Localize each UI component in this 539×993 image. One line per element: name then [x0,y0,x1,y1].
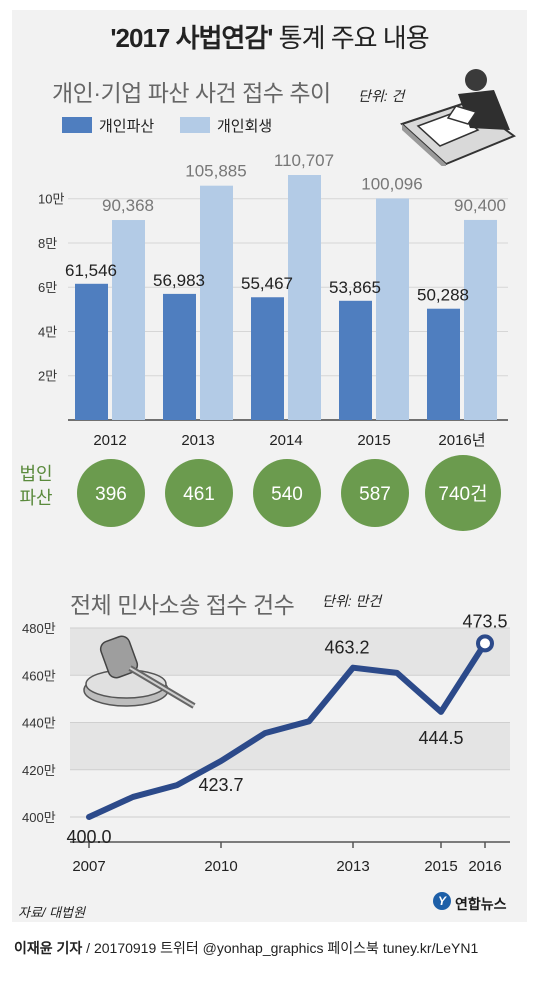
line-x-tick-label: 2007 [72,858,105,875]
corporate-bankruptcy-circle [425,455,501,531]
line-y-tick-label: 440만 [22,716,56,731]
corporate-bankruptcy-value: 587 [359,484,391,505]
line-point-label: 423.7 [198,775,243,795]
line-point-label: 463.2 [324,638,369,658]
bar-x-tick-label: 2012 [93,432,126,449]
main-title-rest: 통계 주요 내용 [272,23,430,53]
bar-chart-unit: 단위: 건 [358,88,405,104]
line-x-tick-label: 2013 [336,858,369,875]
line-x-tick-label: 2015 [424,858,457,875]
main-title-bold: '2017 사법연감' [110,23,273,53]
bar-value-label-personal-rehabilitation: 90,368 [102,196,154,215]
line-y-tick-label: 420만 [22,763,56,778]
bar-value-label-personal-bankruptcy: 53,865 [329,278,381,297]
line-series-civil-suits [86,640,488,820]
bar-y-tick-label: 10만 [38,192,64,207]
bar-chart: 2만 4만 6만 8만 10만 61,546 90,368 2012 56,983 105,885… [38,151,508,449]
line-end-marker [476,634,494,653]
yonhap-logo-text: 연합뉴스 [455,896,507,912]
bar-chart-subtitle: 개인·기업 파산 사건 접수 추이 [52,80,331,106]
bar-value-label-personal-rehabilitation: 110,707 [274,151,334,170]
line-x-tick-label: 2010 [204,858,237,875]
corporate-bankruptcy-value: 540 [271,484,303,505]
bar-value-label-personal-rehabilitation: 90,400 [454,196,506,215]
bar-personal-bankruptcy [339,300,372,420]
gavel-illustration-icon [83,635,196,709]
yonhap-logo: Y 연합뉴스 [433,892,507,914]
main-title: '2017 사법연감' 통계 주요 내용 [0,18,539,55]
corporate-bankruptcy-circles: 396 461 540 587 740건 [77,455,501,531]
bar-personal-rehabilitation [464,219,497,420]
corporate-bankruptcy-label-2: 파산 [19,488,53,508]
line-chart-subtitle: 전체 민사소송 접수 건수 [70,592,295,618]
line-chart: 400만 420만 440만 460만 480만 2007 2010 2013 2015 2016… [22,611,510,875]
bar-y-tick-label: 6만 [38,280,57,295]
bar-personal-rehabilitation [288,175,321,420]
bar-personal-bankruptcy [427,308,460,420]
bar-y-tick-label: 4만 [38,324,57,339]
legend-swatch-personal-rehabilitation [180,117,210,133]
line-y-tick-label: 460만 [22,668,56,683]
bar-personal-rehabilitation [112,220,145,420]
line-point-label: 400.0 [66,827,111,847]
footer-author: 이재윤 기자 [14,940,83,956]
corporate-bankruptcy-value: 740건 [438,483,487,505]
bar-x-tick-label: 2014 [269,432,302,449]
corporate-bankruptcy-value: 461 [183,484,215,505]
corporate-bankruptcy-circle [341,459,409,527]
line-y-tick-label: 400만 [22,810,56,825]
corporate-bankruptcy-circle [77,459,145,527]
bar-value-label-personal-rehabilitation: 105,885 [185,162,246,181]
bar-value-label-personal-bankruptcy: 50,288 [417,286,469,305]
bar-x-tick-label: 2015 [357,432,390,449]
bar-x-tick-label: 2013 [181,432,214,449]
bar-personal-bankruptcy [163,293,196,420]
line-chart-unit: 단위: 만건 [322,593,382,609]
corporate-bankruptcy-value: 396 [95,484,127,505]
line-y-tick-label: 480만 [22,621,56,636]
bar-value-label-personal-bankruptcy: 61,546 [65,261,117,280]
legend-label-personal-rehabilitation: 개인회생 [217,118,273,135]
line-grid-band [70,628,510,676]
bar-value-label-personal-bankruptcy: 56,983 [153,271,205,290]
bar-y-tick-label: 8만 [38,236,57,251]
corporate-bankruptcy-label-1: 법인 [19,464,53,484]
line-x-tick-label: 2016 [468,858,501,875]
bar-personal-bankruptcy [251,297,284,420]
bar-personal-rehabilitation [200,185,233,420]
bar-value-label-personal-bankruptcy: 55,467 [241,274,293,293]
line-point-label: 473.5 [462,611,507,631]
line-point-label: 444.5 [418,728,463,748]
yonhap-logo-icon: Y [433,892,451,910]
legend-label-personal-bankruptcy: 개인파산 [99,118,155,135]
footer-credit: 이재윤 기자 / 20170919 트위터 @yonhap_graphics 페… [14,938,478,958]
bar-y-tick-label: 2만 [38,369,57,384]
bar-x-tick-label: 2016년 [438,432,485,449]
bar-value-label-personal-rehabilitation: 100,096 [361,174,422,193]
desk-worker-illustration-icon [400,69,516,166]
corporate-bankruptcy-circle [253,459,321,527]
source-note: 자료/ 대법원 [18,905,86,920]
corporate-bankruptcy-circle [165,459,233,527]
legend-swatch-personal-bankruptcy [62,117,92,133]
bar-personal-rehabilitation [376,198,409,420]
line-grid-band [70,722,510,770]
bar-personal-bankruptcy [75,283,108,420]
footer-details: / 20170919 트위터 @yonhap_graphics 페이스북 tun… [82,940,479,956]
